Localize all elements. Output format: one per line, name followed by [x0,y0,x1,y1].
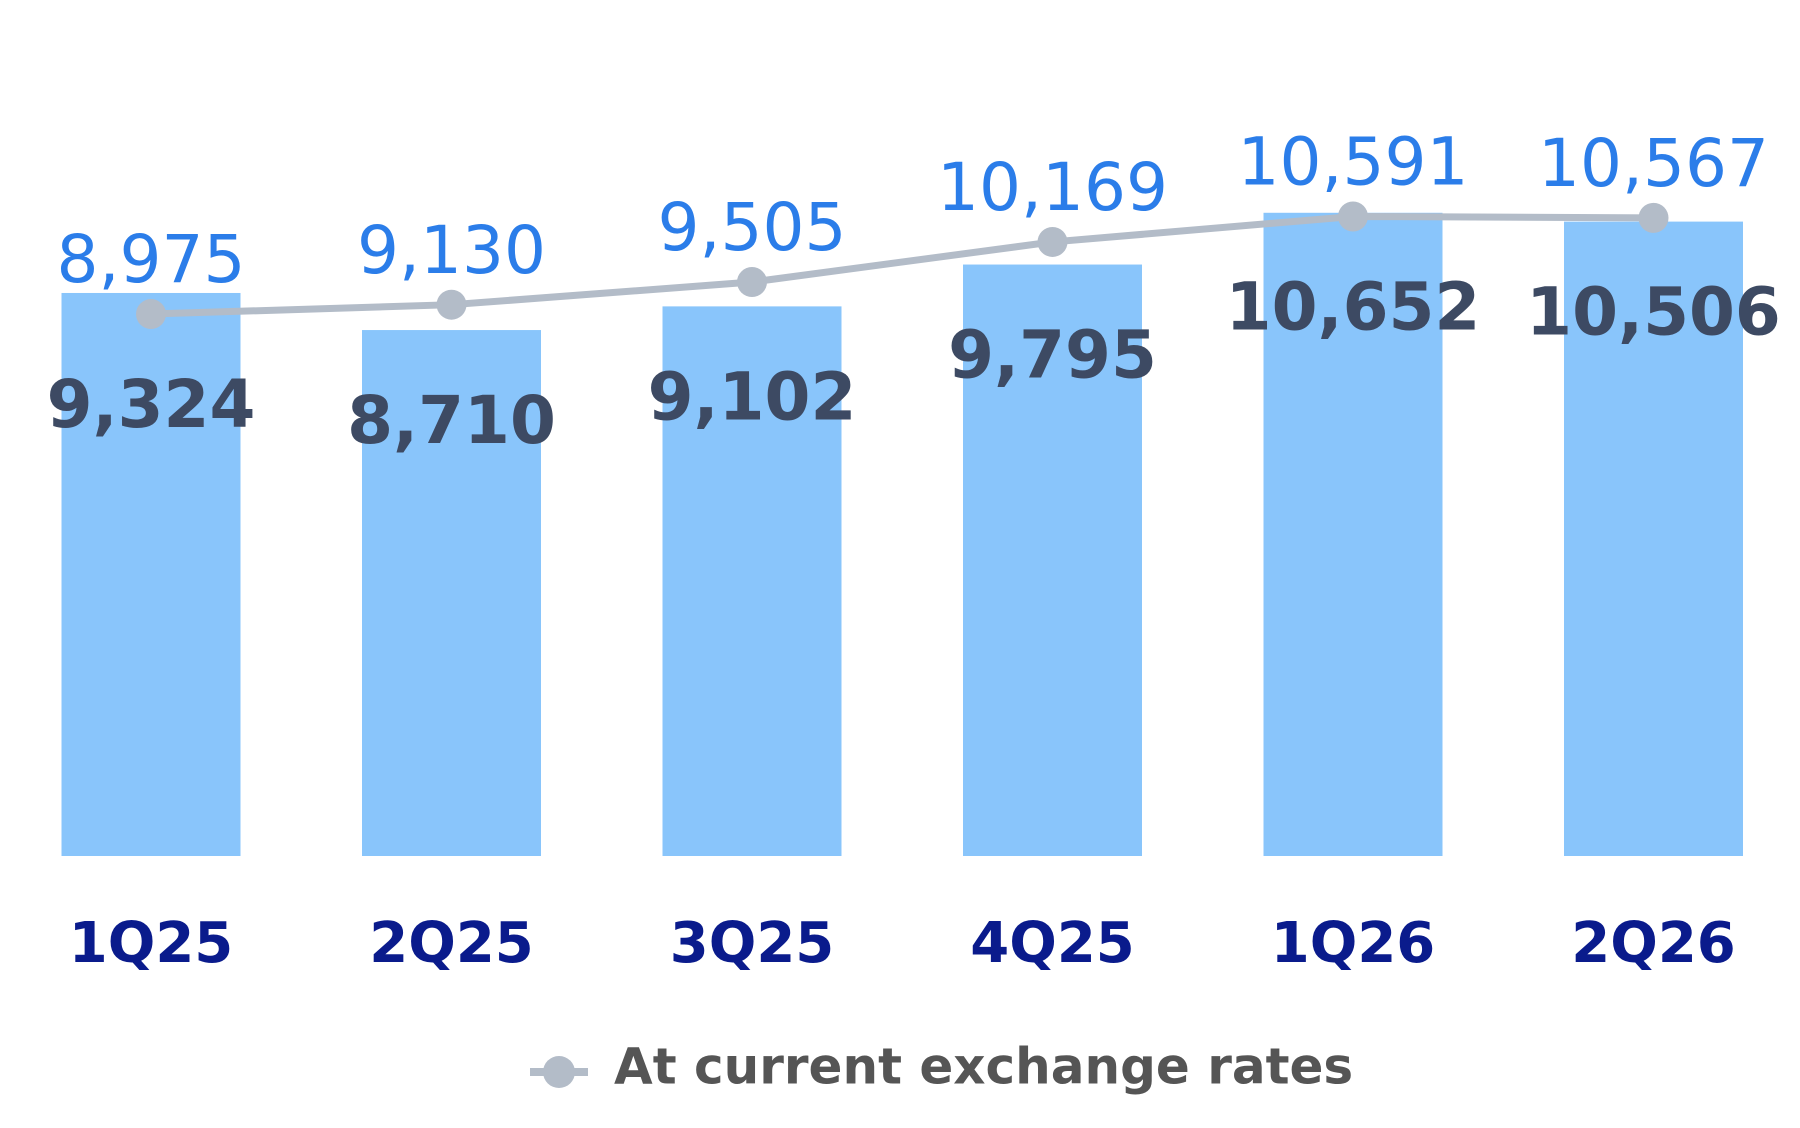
x-tick-label: 2Q26 [1571,911,1736,976]
line-value-label: 10,591 [1238,124,1469,201]
line-value-label: 10,567 [1538,125,1769,202]
bar [362,330,541,856]
bar-value-label: 8,710 [347,382,556,459]
line-point [436,289,467,320]
line-value-label: 8,975 [57,221,246,298]
bar-value-label: 10,652 [1226,269,1481,346]
x-tick-label: 1Q25 [69,911,234,976]
line-value-label: 9,505 [658,189,847,266]
line-point [136,299,166,330]
x-tick-label: 2Q25 [369,911,534,976]
line-point [1338,201,1368,232]
legend-label: At current exchange rates [614,1038,1353,1096]
bar [61,292,241,856]
bar-value-label: 9,102 [648,358,857,435]
bar-value-label: 10,506 [1526,274,1781,351]
legend-swatch-point [543,1056,575,1088]
line-value-label: 9,130 [357,212,546,289]
x-tick-label: 4Q25 [970,911,1135,976]
x-tick-label: 1Q26 [1271,911,1436,976]
bar [1564,221,1743,856]
line-point [1037,226,1068,257]
bar [1263,212,1443,856]
line-point [1638,202,1669,233]
bar-value-label: 9,324 [47,366,256,443]
line-value-label: 10,169 [937,149,1168,226]
bar [662,306,842,856]
bar-value-label: 9,795 [948,317,1157,394]
line [150,212,1654,318]
line-point [737,267,767,298]
x-tick-label: 3Q25 [670,911,835,976]
bar [963,264,1142,856]
